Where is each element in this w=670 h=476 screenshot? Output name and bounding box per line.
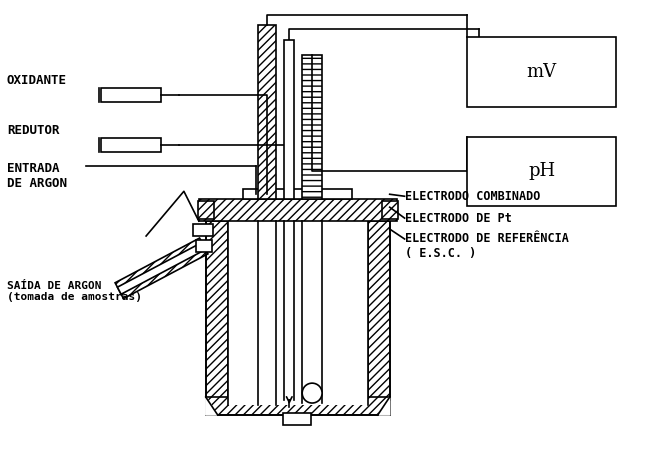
Bar xyxy=(199,199,397,221)
Bar xyxy=(284,40,294,199)
Bar xyxy=(228,221,368,405)
Text: mV: mV xyxy=(527,63,557,81)
Text: ELECTRODO DE REFERÊNCIA
( E.S.C. ): ELECTRODO DE REFERÊNCIA ( E.S.C. ) xyxy=(405,232,568,260)
Bar xyxy=(467,37,616,107)
Bar xyxy=(193,224,212,236)
Bar xyxy=(196,240,212,252)
Bar xyxy=(101,88,161,102)
Bar xyxy=(198,201,214,219)
Bar xyxy=(206,397,390,415)
Bar xyxy=(467,137,616,206)
Bar xyxy=(259,25,276,199)
Polygon shape xyxy=(117,242,206,294)
Bar xyxy=(101,138,161,151)
Bar xyxy=(283,413,311,425)
Text: ENTRADA
DE ARGON: ENTRADA DE ARGON xyxy=(7,162,67,190)
Bar xyxy=(206,221,228,400)
Bar xyxy=(302,55,322,199)
Text: pH: pH xyxy=(528,162,555,180)
Circle shape xyxy=(302,383,322,403)
Text: SAÍDA DE ARGON
(tomada de amostras): SAÍDA DE ARGON (tomada de amostras) xyxy=(7,281,142,302)
Polygon shape xyxy=(378,397,390,415)
Text: ELECTRODO DE Pt: ELECTRODO DE Pt xyxy=(405,212,511,225)
Text: ELECTRODO COMBINADO: ELECTRODO COMBINADO xyxy=(405,190,540,203)
Text: REDUTOR: REDUTOR xyxy=(7,124,60,137)
Bar xyxy=(368,221,390,400)
Bar xyxy=(243,189,352,199)
Text: OXIDANTE: OXIDANTE xyxy=(7,74,67,88)
Polygon shape xyxy=(115,238,208,298)
Polygon shape xyxy=(206,397,218,415)
Bar xyxy=(382,201,397,219)
